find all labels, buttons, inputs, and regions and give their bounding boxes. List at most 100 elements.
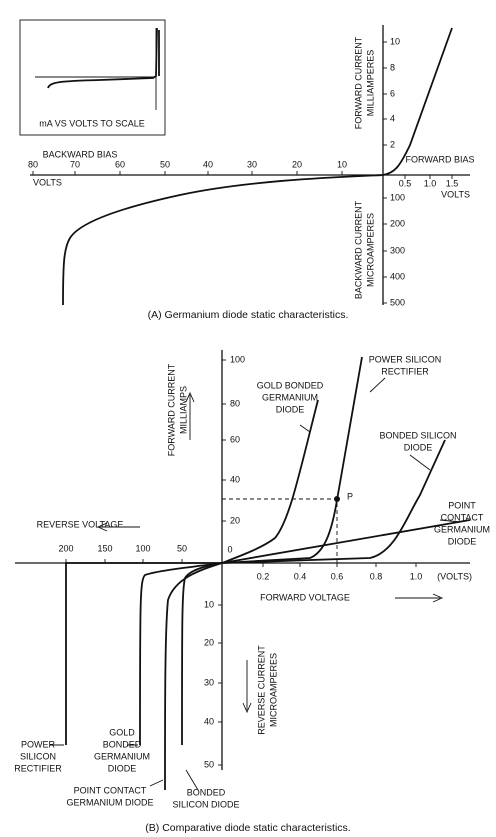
- curve-label: POINT CONTACT: [74, 785, 147, 795]
- tick-label: 20: [204, 637, 214, 647]
- axis-label: FORWARD CURRENT: [353, 36, 363, 129]
- tick-label: 0: [227, 544, 232, 554]
- tick-label: 30: [204, 677, 214, 687]
- leader-lines: [50, 377, 461, 791]
- bonded-silicon-forward: [221, 439, 446, 564]
- axis-label: BACKWARD CURRENT: [353, 200, 363, 299]
- tick-label: 10: [337, 159, 347, 169]
- tick-label: 150: [97, 543, 112, 553]
- tick-label: 70: [70, 159, 80, 169]
- tick-label: 6: [390, 88, 395, 98]
- curve-label: GOLD: [109, 727, 135, 737]
- curve-label: CONTACT: [441, 512, 484, 522]
- tick-label: 40: [204, 716, 214, 726]
- curve-label: POINT: [448, 500, 476, 510]
- curve-label: BONDED: [187, 787, 226, 797]
- bonded-silicon-reverse: [181, 562, 223, 746]
- axis-label: REVERSE CURRENT: [256, 645, 266, 735]
- gold-bonded-reverse: [139, 562, 223, 746]
- curve-label: GERMANIUM: [434, 524, 490, 534]
- tick-label: 10: [204, 599, 214, 609]
- arrow: [395, 593, 444, 603]
- tick-label: 60: [115, 159, 125, 169]
- curve-label: SILICON DIODE: [172, 799, 239, 809]
- figure-a: [19, 19, 470, 306]
- figure-b: [15, 350, 471, 791]
- tick-label: 2: [390, 139, 395, 149]
- tick-label: 1.0: [410, 571, 423, 581]
- tick-label: 200: [58, 543, 73, 553]
- tick-label: 0.5: [399, 178, 412, 188]
- arrow: [242, 660, 252, 714]
- axis-label: FORWARD CURRENT: [166, 363, 176, 456]
- caption: (A) Germanium diode static characteristi…: [148, 309, 349, 321]
- curve-label: DIODE: [404, 442, 433, 452]
- p-point: [334, 496, 340, 502]
- axis-label: REVERSE VOLTAGE: [37, 519, 124, 529]
- tick-label: 500: [390, 297, 405, 307]
- tick-label: 100: [135, 543, 150, 553]
- tick-label: 0.6: [331, 571, 344, 581]
- tick-label: 8: [390, 62, 395, 72]
- tick-label: 300: [390, 245, 405, 255]
- axis-label: MICROAMPERES: [365, 213, 375, 287]
- tick-label: 80: [28, 159, 38, 169]
- curve-label: DIODE: [108, 763, 137, 773]
- curve-label: RECTIFIER: [14, 763, 62, 773]
- tick-label: 30: [247, 159, 257, 169]
- tick-label: 0.2: [257, 571, 270, 581]
- tick-label: 20: [230, 515, 240, 525]
- curve-label: GERMANIUM: [94, 751, 150, 761]
- tick-label: 0.8: [370, 571, 383, 581]
- tick-label: 200: [390, 218, 405, 228]
- inset-curve: [47, 27, 160, 89]
- point-contact-forward: [221, 519, 471, 564]
- caption: (B) Comparative diode static characteris…: [145, 822, 350, 834]
- tick-label: 60: [230, 434, 240, 444]
- forward-curve: [382, 27, 453, 176]
- axis-label: FORWARD VOLTAGE: [260, 592, 350, 602]
- tick-label: 80: [230, 398, 240, 408]
- axis-label: MICROAMPERES: [268, 653, 278, 727]
- curve-label: DIODE: [276, 404, 305, 414]
- curve-label: BONDED SILICON: [379, 430, 456, 440]
- curve-label: BONDED: [103, 739, 142, 749]
- reverse-curve: [62, 174, 384, 306]
- power-silicon-reverse: [65, 562, 222, 745]
- curve-label: GERMANIUM DIODE: [66, 797, 153, 807]
- tick-label: 40: [230, 474, 240, 484]
- curve-label: GERMANIUM: [262, 392, 318, 402]
- inset-label: mA VS VOLTS TO SCALE: [39, 118, 145, 128]
- tick-label: 400: [390, 271, 405, 281]
- tick-label: 100: [390, 192, 405, 202]
- gold-bonded-forward: [221, 399, 319, 564]
- axis-label: MILLIAMPERES: [365, 50, 375, 117]
- tick-label: 1.0: [424, 178, 437, 188]
- tick-label: 50: [177, 543, 187, 553]
- axis-label: (VOLTS): [437, 571, 472, 581]
- inset-box: [19, 19, 166, 136]
- arrow: [96, 522, 140, 532]
- curve-label: POWER: [21, 739, 56, 749]
- axis-label: MILLIAMPS: [178, 386, 188, 434]
- tick-label: 50: [204, 759, 214, 769]
- curve-label: DIODE: [448, 536, 477, 546]
- tick-label: 40: [203, 159, 213, 169]
- tick-label: 50: [160, 159, 170, 169]
- tick-label: 0.4: [294, 571, 307, 581]
- axis-label: FORWARD BIAS: [405, 154, 474, 164]
- axis-label: VOLTS: [441, 189, 470, 199]
- axis-label: VOLTS: [33, 177, 62, 187]
- tick-label: 100: [230, 354, 245, 364]
- tick-label: 20: [292, 159, 302, 169]
- point-contact-reverse: [164, 562, 223, 791]
- curve-label: RECTIFIER: [381, 366, 429, 376]
- tick-label: 4: [390, 113, 395, 123]
- curve-label: SILICON: [20, 751, 56, 761]
- tick-label: 10: [390, 36, 400, 46]
- axis-label: BACKWARD BIAS: [43, 149, 118, 159]
- tick-label: 1.5: [446, 178, 459, 188]
- arrow: [185, 391, 195, 440]
- curve-label: GOLD BONDED: [257, 380, 324, 390]
